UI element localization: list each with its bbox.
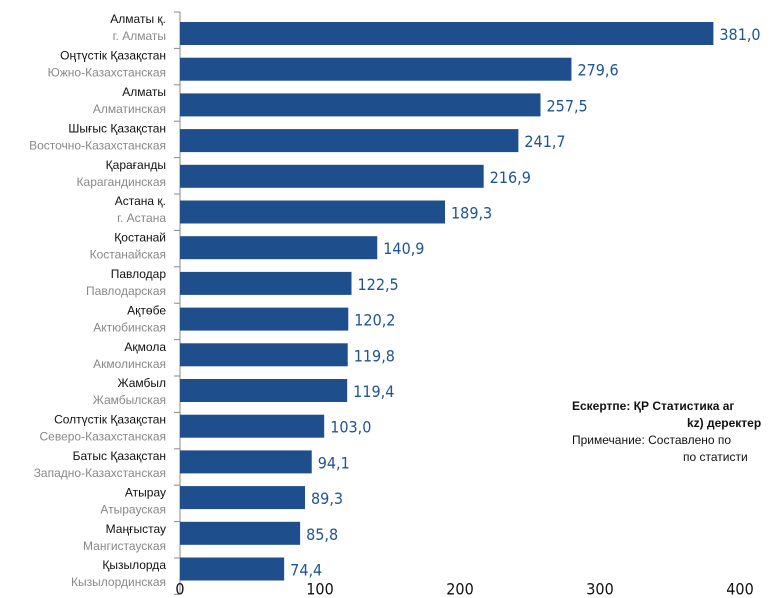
category-sublabel: Павлодарская xyxy=(86,284,166,298)
category-sublabel: Южно-Казахстанская xyxy=(48,66,166,80)
category-label: Солтүстік Қазақстан xyxy=(54,413,166,427)
value-label: 381,0 xyxy=(719,25,760,44)
category-label: Атырау xyxy=(125,485,166,499)
value-label: 103,0 xyxy=(330,418,371,437)
category-sublabel: Актюбинская xyxy=(93,320,166,334)
category-sublabel: Атырауская xyxy=(100,502,166,516)
x-tick-label: 300 xyxy=(586,580,613,598)
bar xyxy=(180,557,285,581)
value-label: 241,7 xyxy=(524,132,565,151)
x-tick-label: 200 xyxy=(446,580,473,598)
annotation: Примечание: Составлено по xyxy=(572,433,731,447)
bar xyxy=(180,236,378,260)
value-label: 122,5 xyxy=(358,275,399,294)
bar xyxy=(180,379,348,402)
bar xyxy=(180,307,349,331)
annotation: по статисти xyxy=(683,450,748,464)
category-label: Алматы xyxy=(122,85,166,99)
category-label: Жамбыл xyxy=(117,376,166,390)
bar xyxy=(180,93,541,117)
x-tick-label: 400 xyxy=(726,580,753,598)
category-sublabel: Костанайская xyxy=(90,248,166,262)
value-label: 279,6 xyxy=(577,61,618,80)
bar xyxy=(180,486,306,510)
value-label: 94,1 xyxy=(318,453,350,472)
category-label: Қарағанды xyxy=(106,158,166,172)
value-label: 119,4 xyxy=(353,382,394,401)
category-label: Павлодар xyxy=(111,267,167,281)
category-sublabel: Алматинская xyxy=(93,102,166,116)
bar xyxy=(180,57,572,81)
value-label: 189,3 xyxy=(451,204,492,223)
bar xyxy=(180,343,348,367)
bar xyxy=(180,129,519,153)
value-label: 120,2 xyxy=(354,311,395,330)
category-sublabel: Кызылординская xyxy=(71,575,166,589)
bar xyxy=(180,22,714,45)
category-sublabel: г. Алматы xyxy=(113,29,166,43)
bar xyxy=(180,450,312,474)
bar xyxy=(180,414,325,438)
x-tick-label: 100 xyxy=(306,580,333,598)
category-sublabel: Восточно-Казахстанская xyxy=(29,138,166,152)
value-label: 216,9 xyxy=(490,168,531,187)
value-label: 89,3 xyxy=(311,489,343,508)
category-sublabel: Северо-Казахстанская xyxy=(39,430,166,444)
category-sublabel: Жамбылская xyxy=(93,393,166,407)
category-sublabel: г. Астана xyxy=(117,211,166,225)
annotation: Ескертпе: ҚР Статистика аг xyxy=(572,399,734,413)
bar xyxy=(180,164,484,188)
category-label: Оңтүстік Қазақстан xyxy=(60,49,166,63)
value-label: 85,8 xyxy=(306,525,338,544)
category-label: Шығыс Қазақстан xyxy=(68,121,166,135)
bar xyxy=(180,521,301,545)
bar xyxy=(180,200,446,224)
category-label: Ақмола xyxy=(124,340,166,354)
category-label: Батыс Қазақстан xyxy=(73,449,166,463)
category-sublabel: Карагандинская xyxy=(77,175,166,189)
value-label: 257,5 xyxy=(547,96,588,115)
category-label: Алматы қ. xyxy=(110,12,166,26)
category-sublabel: Акмолинская xyxy=(93,357,166,371)
category-label: Ақтөбе xyxy=(127,303,166,317)
category-sublabel: Мангистауская xyxy=(83,539,166,553)
value-label: 140,9 xyxy=(383,239,424,258)
value-label: 119,8 xyxy=(354,346,395,365)
category-label: Қостанай xyxy=(114,231,166,245)
bar xyxy=(180,271,352,295)
category-label: Маңғыстау xyxy=(106,522,166,536)
category-label: Астана қ. xyxy=(115,194,166,208)
category-sublabel: Западно-Казахстанская xyxy=(34,466,166,480)
annotation: kz) деректер xyxy=(687,416,761,430)
value-label: 74,4 xyxy=(290,561,322,580)
x-tick-label: 0 xyxy=(175,580,184,598)
category-label: Қызылорда xyxy=(102,558,166,572)
